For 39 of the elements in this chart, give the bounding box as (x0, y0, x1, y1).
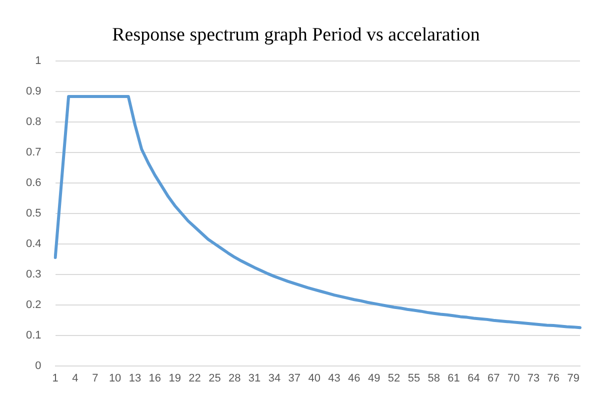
x-tick-label: 13 (128, 372, 142, 384)
y-tick-label: 0.3 (26, 268, 42, 280)
chart-title: Response spectrum graph Period vs accelaration (112, 24, 480, 46)
x-tick-label: 28 (228, 372, 241, 384)
x-tick-label: 79 (567, 372, 580, 384)
y-tick-label: 0.1 (26, 329, 42, 342)
y-tick-label: 0.4 (26, 238, 42, 250)
x-tick-label: 46 (348, 372, 360, 384)
x-tick-label: 67 (488, 372, 500, 384)
x-tick-label: 52 (388, 372, 400, 384)
x-tick-label: 43 (328, 372, 340, 384)
x-tick-label: 73 (527, 372, 540, 384)
y-tick-label: 0.2 (26, 298, 42, 311)
y-tick-label: 0.7 (26, 146, 42, 158)
x-tick-label: 37 (288, 372, 301, 384)
x-tick-label: 31 (248, 372, 261, 384)
x-tick-label: 25 (208, 372, 221, 384)
x-tick-label: 58 (428, 372, 440, 384)
x-tick-label: 70 (507, 372, 520, 384)
x-tick-label: 16 (148, 372, 162, 384)
y-tick-label: 0.6 (26, 176, 42, 189)
x-tick-label: 55 (408, 372, 420, 384)
x-tick-label: 1 (52, 372, 58, 384)
y-tick-label: 0 (35, 360, 42, 372)
x-tick-label: 64 (468, 372, 480, 384)
x-tick-label: 49 (368, 372, 380, 384)
y-tick-label: 0.9 (26, 85, 42, 98)
y-tick-label: 0.5 (26, 207, 42, 220)
x-tick-label: 61 (448, 372, 460, 384)
x-tick-label: 4 (72, 372, 78, 384)
x-tick-label: 40 (308, 372, 320, 384)
x-tick-label: 34 (268, 372, 281, 384)
x-tick-label: 22 (188, 372, 201, 384)
x-tick-label: 7 (92, 372, 98, 384)
x-tick-label: 76 (547, 372, 560, 384)
x-tick-label: 19 (168, 372, 181, 384)
y-tick-label: 1 (35, 54, 42, 67)
x-tick-label: 10 (108, 372, 122, 384)
y-tick-label: 0.8 (26, 116, 42, 128)
